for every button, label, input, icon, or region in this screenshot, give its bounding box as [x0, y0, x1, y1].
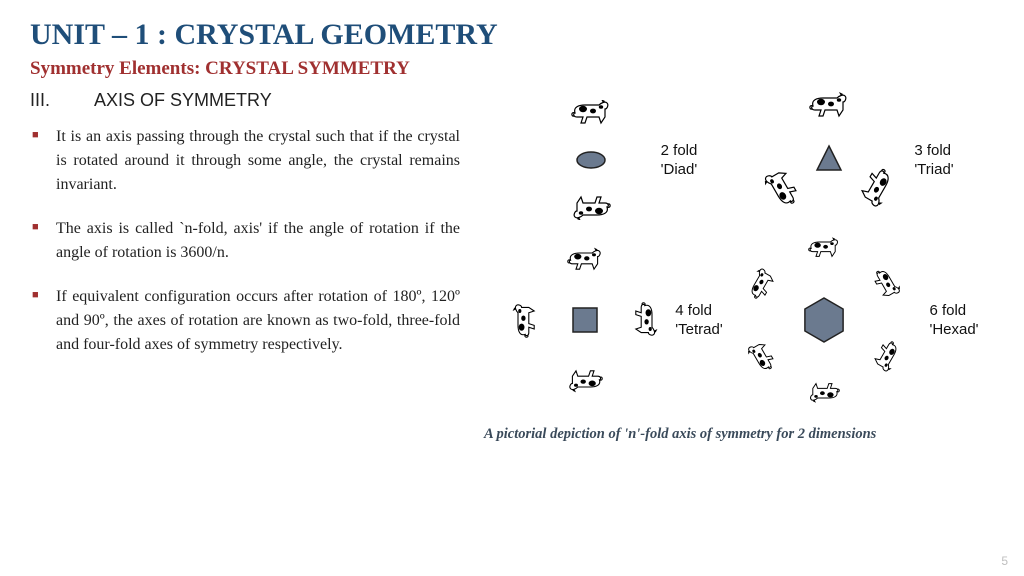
- page-number: 5: [1001, 554, 1008, 568]
- section-heading: III. AXIS OF SYMMETRY: [30, 90, 460, 111]
- section-roman: III.: [30, 90, 90, 111]
- tetrad-label-1: 4 fold: [675, 301, 722, 321]
- tetrad-label: 4 fold 'Tetrad': [675, 301, 722, 340]
- diad-label-1: 2 fold: [661, 141, 698, 161]
- hexad-diagram: [729, 230, 919, 410]
- hexad-label-2: 'Hexad': [929, 320, 978, 340]
- tetrad-diagram: [505, 240, 665, 400]
- triad-diagram: [754, 90, 904, 230]
- tetrad-label-2: 'Tetrad': [675, 320, 722, 340]
- diad-label: 2 fold 'Diad': [661, 141, 698, 180]
- right-column: 2 fold 'Diad' 3 fold 'Triad' 4 fold 'Tet…: [484, 90, 994, 443]
- section-name: AXIS OF SYMMETRY: [94, 90, 272, 110]
- triad-label: 3 fold 'Triad': [914, 141, 953, 180]
- left-column: III. AXIS OF SYMMETRY It is an axis pass…: [30, 90, 460, 443]
- figure-caption: A pictorial depiction of 'n'-fold axis o…: [484, 416, 886, 443]
- diagram-grid: 2 fold 'Diad' 3 fold 'Triad' 4 fold 'Tet…: [499, 90, 979, 410]
- page-title: UNIT – 1 : CRYSTAL GEOMETRY: [30, 18, 994, 52]
- panel-tetrad: 4 fold 'Tetrad': [499, 230, 729, 410]
- list-item: It is an axis passing through the crysta…: [30, 125, 460, 197]
- page-subtitle: Symmetry Elements: CRYSTAL SYMMETRY: [30, 58, 994, 80]
- panel-diad: 2 fold 'Diad': [499, 90, 729, 230]
- list-item: The axis is called `n-fold, axis' if the…: [30, 217, 460, 265]
- triad-label-2: 'Triad': [914, 160, 953, 180]
- triad-label-1: 3 fold: [914, 141, 953, 161]
- hexad-label-1: 6 fold: [929, 301, 978, 321]
- panel-triad: 3 fold 'Triad': [729, 90, 979, 230]
- panel-hexad: 6 fold 'Hexad': [729, 230, 979, 410]
- content-row: III. AXIS OF SYMMETRY It is an axis pass…: [30, 90, 994, 443]
- hexad-label: 6 fold 'Hexad': [929, 301, 978, 340]
- bullet-list: It is an axis passing through the crysta…: [30, 125, 460, 357]
- list-item: If equivalent configuration occurs after…: [30, 285, 460, 357]
- diad-label-2: 'Diad': [661, 160, 698, 180]
- diad-diagram: [531, 100, 651, 220]
